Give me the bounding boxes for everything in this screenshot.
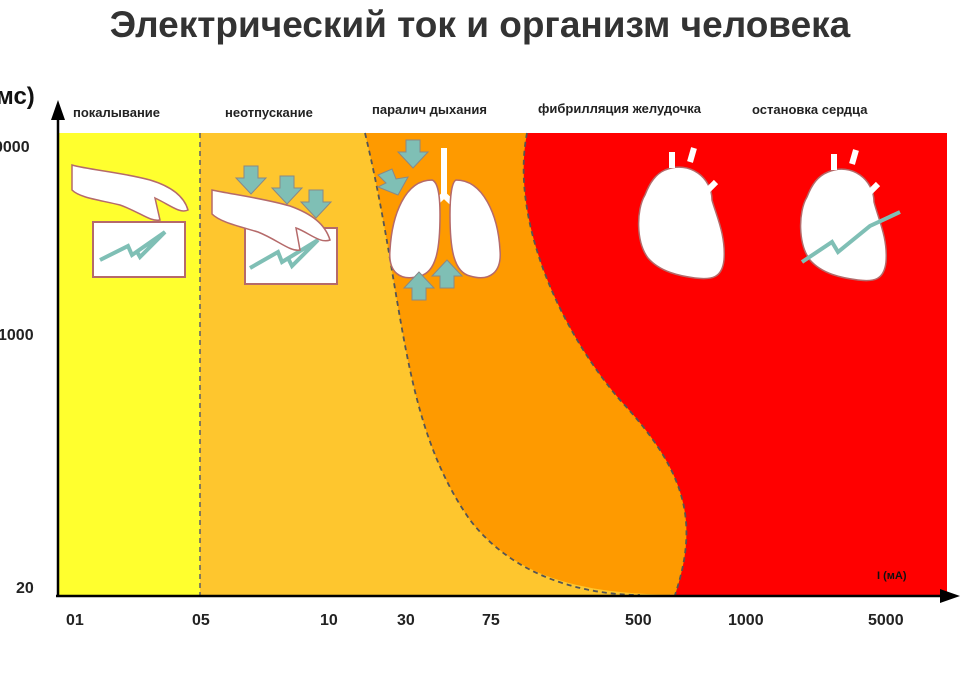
- y-tick-label: 20: [16, 580, 34, 597]
- x-tick-label: 30: [397, 612, 415, 629]
- zone-label: неотпускание: [225, 105, 313, 120]
- x-tick-label: 1000: [728, 612, 764, 629]
- x-tick-label: 5000: [868, 612, 904, 629]
- lungs-icon: [376, 139, 501, 301]
- zone-label: покалывание: [73, 105, 160, 120]
- y-axis-arrow: [51, 100, 65, 120]
- heart-icon: [637, 147, 725, 280]
- y-tick-label: 1000: [0, 327, 34, 344]
- boundary-fibrillation: [522, 132, 688, 596]
- x-tick-label: 500: [625, 612, 652, 629]
- x-tick-label: 10: [320, 612, 338, 629]
- zone-label: остановка сердца: [752, 102, 868, 117]
- x-tick-label: 75: [482, 612, 500, 629]
- zone-label: паралич дыхания: [372, 102, 487, 117]
- hand-tingle-icon: [71, 164, 189, 278]
- chart-title: Электрический ток и организм человека: [109, 4, 851, 45]
- y-axis-label: мс): [0, 83, 35, 110]
- zone-tingling: [58, 133, 200, 595]
- x-tick-label: 05: [192, 612, 210, 629]
- heart-stop-icon: [799, 149, 901, 282]
- zone-label: фибрилляция желудочка: [538, 101, 702, 116]
- x-tick-label: 01: [66, 612, 84, 629]
- hand-grip-icon: [211, 165, 338, 285]
- x-axis-arrow: [940, 589, 960, 603]
- x-axis-label: I (мА): [877, 570, 907, 582]
